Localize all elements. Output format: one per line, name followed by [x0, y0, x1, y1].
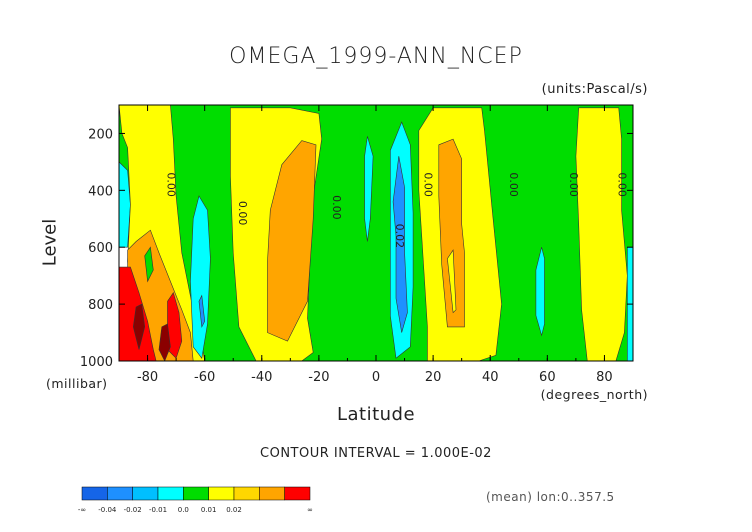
colorbar-label: 0.01 [201, 506, 217, 514]
colorbar-label: ∞ [307, 506, 313, 514]
colorbar-label: 0.0 [178, 506, 189, 514]
y-tick-label: 1000 [80, 355, 113, 370]
mean-longitude-text: (mean) lon:0..357.5 [486, 490, 615, 504]
contour-region-nh-high-yellow [575, 107, 628, 361]
x-tick-label: -20 [308, 370, 329, 385]
y-tick-label: 800 [88, 298, 113, 313]
contour-label: 0.00 [422, 172, 435, 197]
x-axis-units: (degrees_north) [540, 387, 648, 402]
x-tick-label: -80 [137, 370, 158, 385]
colorbar-swatch [132, 486, 159, 501]
contour-region-tropics-cyan [364, 136, 374, 242]
colorbar-swatch [208, 486, 235, 501]
colorbar-swatch [81, 486, 108, 501]
x-tick-label: -40 [251, 370, 272, 385]
missing-data-region [119, 247, 131, 268]
chart-units: (units:Pascal/s) [541, 82, 648, 97]
contour-region-nh-sh-polar-cyan [119, 161, 131, 248]
contour-label: 0.00 [567, 172, 580, 197]
colorbar-swatch [157, 486, 184, 501]
colorbar-label: 0.02 [226, 506, 242, 514]
contour-label: 0.00 [616, 172, 629, 197]
contour-region-sh-blue-60 [198, 294, 206, 328]
colorbar-swatch [284, 486, 311, 501]
x-tick-label: 20 [425, 370, 442, 385]
y-tick-label: 600 [88, 241, 113, 256]
contour-label: 0.00 [165, 172, 178, 197]
contour-region-nh-subtropics-orange [438, 138, 465, 328]
colorbar-label: -0.02 [124, 506, 142, 514]
colorbar-label: -0.04 [98, 506, 117, 514]
contour-label: 0.00 [236, 201, 249, 226]
colorbar-swatch [233, 486, 260, 501]
contour-region-sh-green-patch [144, 246, 154, 283]
contour-interval-text: CONTOUR INTERVAL = 1.000E-02 [260, 446, 492, 461]
x-axis-label: Latitude [336, 404, 416, 425]
colorbar-swatch [183, 486, 209, 501]
contour-label: 0.00 [330, 195, 343, 220]
x-tick-label: 40 [482, 370, 499, 385]
x-tick-label: 0 [372, 370, 380, 385]
colorbar-label: -∞ [78, 506, 86, 514]
contour-region-sh-dark-red-2 [158, 323, 171, 361]
contour-region-tropics-blue [392, 156, 408, 333]
colorbar-swatch [107, 486, 133, 501]
y-axis-units: (millibar) [46, 376, 108, 391]
colorbar-label: -0.01 [149, 506, 167, 514]
contour-region-sh-cyan-60 [190, 195, 211, 359]
contour-region-nh-midlat-cyan [535, 247, 545, 337]
y-tick-label: 400 [88, 184, 113, 199]
chart-title: OMEGA_1999-ANN_NCEP [229, 44, 523, 69]
contour-label: 0.00 [507, 172, 520, 197]
contour-region-sh-subtropics-orange [267, 140, 317, 342]
contour-label: 0.02 [393, 224, 406, 249]
y-tick-label: 200 [88, 127, 113, 142]
x-tick-label: -60 [194, 370, 215, 385]
x-tick-label: 60 [539, 370, 556, 385]
contour-region-nh-subtropics-yellow-inner [447, 249, 457, 314]
x-tick-label: 80 [596, 370, 613, 385]
contour-region-sh-dark-red [132, 303, 146, 350]
colorbar-swatch [259, 486, 285, 501]
contour-fill-group: 0.00 0.00 0.00 0.02 0.00 0.00 0.00 0.00 [119, 105, 633, 361]
